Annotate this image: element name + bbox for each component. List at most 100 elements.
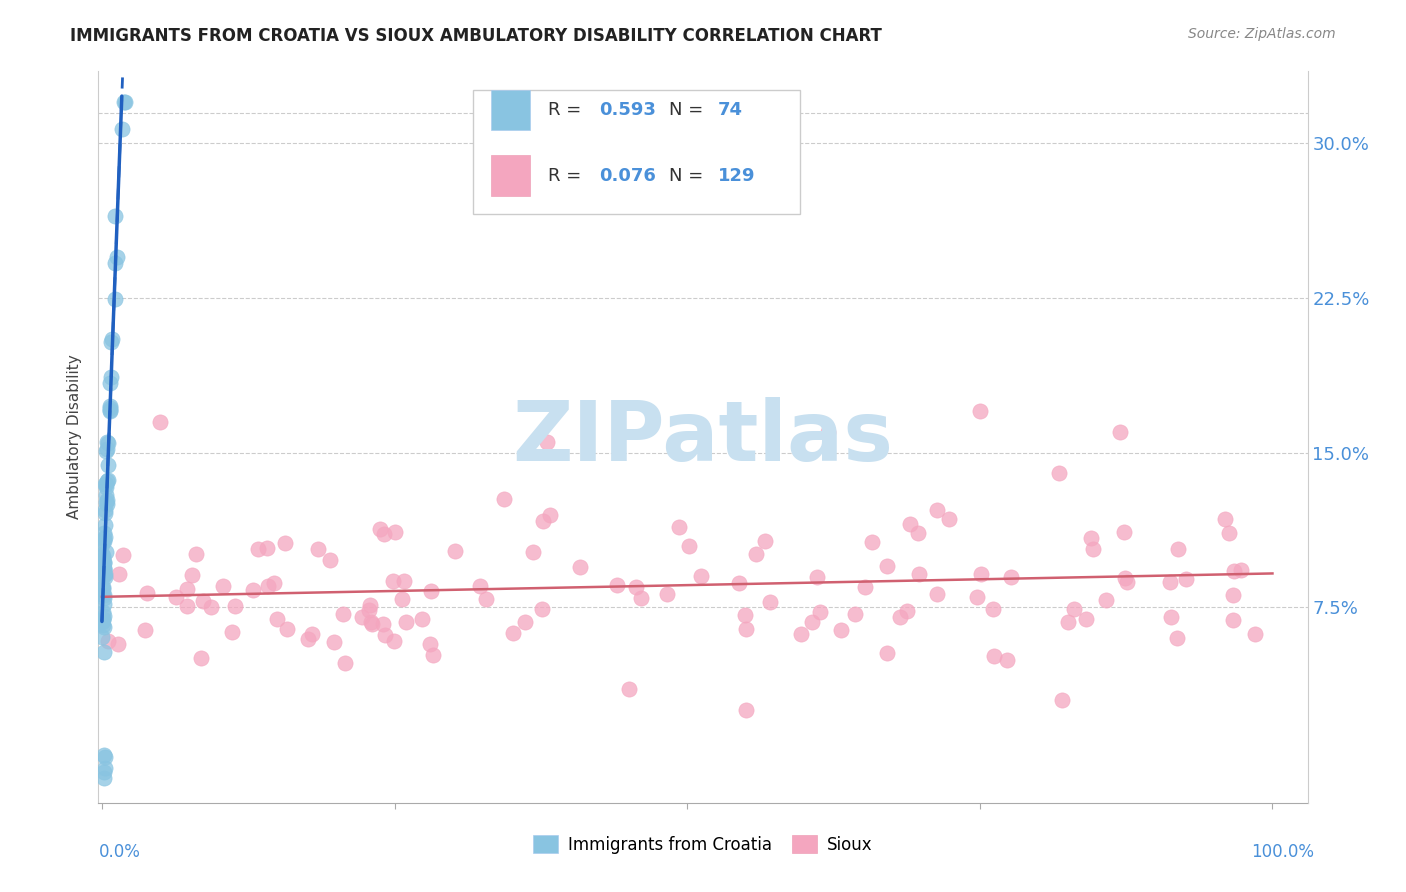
Point xyxy=(808,605,831,619)
Point xyxy=(1229,564,1251,578)
Point xyxy=(1080,531,1102,545)
Point xyxy=(100,335,122,350)
Point xyxy=(104,209,127,223)
Text: R =: R = xyxy=(548,167,588,185)
Point xyxy=(360,617,382,632)
Point xyxy=(1047,466,1070,480)
Point xyxy=(898,517,921,532)
Point xyxy=(668,520,690,534)
Point xyxy=(93,561,115,575)
Text: N =: N = xyxy=(669,167,709,185)
Point xyxy=(995,652,1018,666)
Point xyxy=(91,552,114,566)
Point xyxy=(368,522,391,536)
Point xyxy=(105,250,128,264)
Point xyxy=(96,488,118,502)
Point xyxy=(242,582,264,597)
Point xyxy=(176,582,198,596)
Point xyxy=(104,293,127,307)
Point xyxy=(96,497,118,511)
Point xyxy=(97,436,120,450)
Point xyxy=(1063,601,1085,615)
Point xyxy=(502,626,524,640)
Point xyxy=(395,615,418,629)
Point xyxy=(411,612,433,626)
Point xyxy=(391,591,413,606)
Bar xyxy=(492,155,530,195)
Point xyxy=(96,434,118,449)
Point xyxy=(1095,593,1118,607)
Point xyxy=(624,580,647,594)
Point xyxy=(96,493,118,508)
Point xyxy=(1166,631,1188,645)
Point xyxy=(297,632,319,646)
Point xyxy=(1223,564,1246,578)
Text: 100.0%: 100.0% xyxy=(1251,843,1315,861)
Text: 0.0%: 0.0% xyxy=(98,843,141,861)
Point xyxy=(371,616,394,631)
Point xyxy=(1159,574,1181,589)
Point xyxy=(374,628,396,642)
Point xyxy=(276,622,298,636)
Point xyxy=(93,563,115,577)
Point xyxy=(392,574,415,589)
Point xyxy=(91,605,114,619)
Bar xyxy=(492,90,530,130)
Point xyxy=(97,473,120,487)
Point xyxy=(359,598,381,612)
Point xyxy=(538,508,561,522)
Point xyxy=(93,530,115,544)
Point xyxy=(101,332,124,346)
Text: 74: 74 xyxy=(717,101,742,119)
Text: 129: 129 xyxy=(717,167,755,185)
Point xyxy=(307,541,329,556)
Point xyxy=(111,121,134,136)
Point xyxy=(91,587,114,601)
Point xyxy=(257,579,280,593)
Point xyxy=(357,603,380,617)
Point xyxy=(531,602,554,616)
Point xyxy=(98,401,121,415)
Point xyxy=(91,551,114,566)
Point xyxy=(94,761,117,775)
Point xyxy=(735,622,758,636)
Point xyxy=(273,536,295,550)
Point xyxy=(1109,425,1132,439)
Point xyxy=(896,603,918,617)
Point xyxy=(134,623,156,637)
Point xyxy=(193,594,215,608)
Point xyxy=(734,607,756,622)
Point xyxy=(844,607,866,621)
Point xyxy=(181,567,204,582)
Point xyxy=(165,590,187,604)
Point xyxy=(91,560,114,574)
Point xyxy=(93,568,115,582)
Point xyxy=(927,587,949,601)
Point xyxy=(93,518,115,533)
Point xyxy=(468,579,491,593)
Point xyxy=(224,599,246,613)
Point xyxy=(373,527,395,541)
Point xyxy=(96,442,118,456)
Point xyxy=(790,627,813,641)
Point xyxy=(494,492,516,507)
Point xyxy=(981,601,1004,615)
Point xyxy=(1115,574,1137,589)
Point xyxy=(93,748,115,763)
Point xyxy=(1056,615,1078,629)
Point xyxy=(617,682,640,697)
Point xyxy=(93,771,115,785)
Point xyxy=(332,607,354,621)
Point xyxy=(1050,693,1073,707)
Text: IMMIGRANTS FROM CROATIA VS SIOUX AMBULATORY DISABILITY CORRELATION CHART: IMMIGRANTS FROM CROATIA VS SIOUX AMBULAT… xyxy=(70,27,882,45)
Point xyxy=(91,631,114,645)
Point xyxy=(1114,571,1136,585)
Point xyxy=(91,537,114,551)
Point xyxy=(91,559,114,574)
Point xyxy=(91,547,114,561)
Point xyxy=(112,95,135,110)
Legend: Immigrants from Croatia, Sioux: Immigrants from Croatia, Sioux xyxy=(526,829,880,860)
Point xyxy=(256,541,278,555)
Point xyxy=(1167,542,1189,557)
Point xyxy=(98,402,121,417)
